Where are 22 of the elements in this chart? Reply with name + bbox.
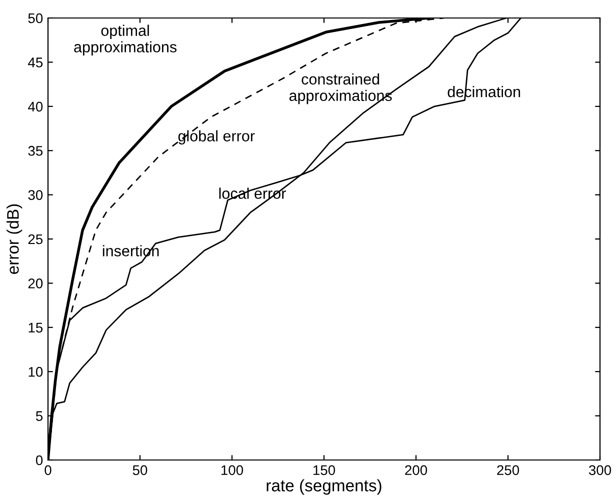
annotation: optimal approximations xyxy=(74,24,177,56)
y-tick-label: 50 xyxy=(28,13,43,24)
y-tick-label: 15 xyxy=(28,322,43,333)
annotation: global error xyxy=(178,130,255,144)
y-tick-label: 30 xyxy=(28,190,43,200)
x-tick-label: 250 xyxy=(497,465,520,476)
y-tick-label: 45 xyxy=(28,58,43,68)
y-tick-label: 35 xyxy=(28,146,43,156)
x-tick-label: 0 xyxy=(44,465,52,476)
x-tick-label: 100 xyxy=(221,465,244,476)
x-tick-label: 50 xyxy=(132,465,148,476)
y-tick-label: 10 xyxy=(28,366,43,377)
x-tick-label: 200 xyxy=(405,465,428,476)
y-tick-label: 0 xyxy=(36,455,43,466)
x-tick-label: 150 xyxy=(313,465,336,476)
y-tick-label: 25 xyxy=(28,234,43,244)
x-axis-title: rate (segments) xyxy=(266,479,382,495)
x-tick-label: 300 xyxy=(588,465,612,476)
y-tick-label: 40 xyxy=(28,102,43,112)
y-axis-title: error (dB) xyxy=(6,204,22,274)
y-tick-label: 5 xyxy=(36,411,43,421)
y-tick-label: 20 xyxy=(28,278,43,288)
